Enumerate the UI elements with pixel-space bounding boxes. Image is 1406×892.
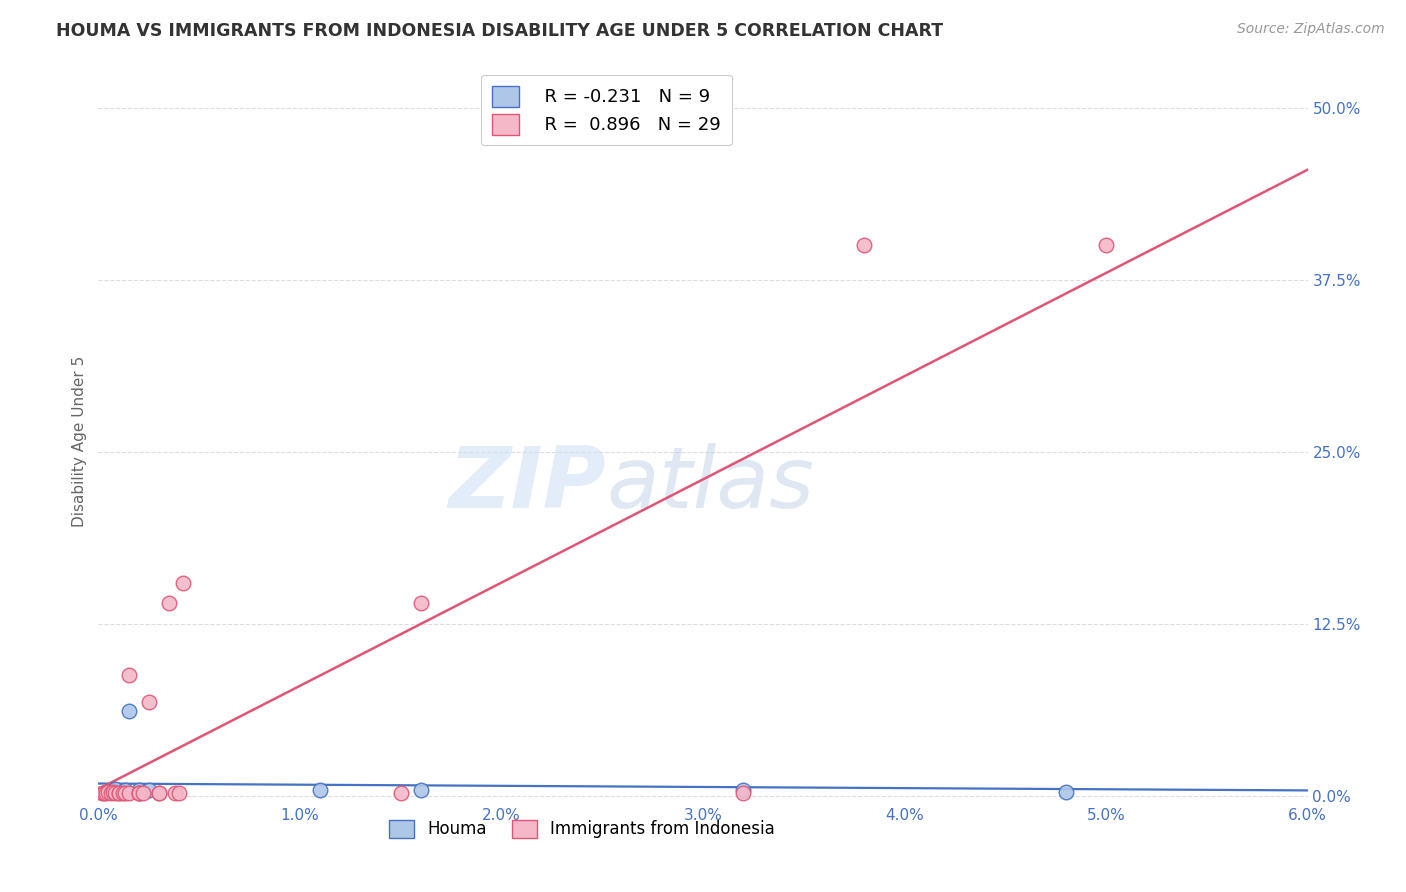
- Point: [111, 786, 134, 800]
- Point: [107, 786, 129, 800]
- Point: [1054, 785, 1077, 799]
- Point: [157, 596, 180, 610]
- Point: [733, 783, 755, 797]
- Point: [103, 786, 125, 800]
- Point: [138, 783, 160, 797]
- Point: [100, 786, 122, 800]
- Point: [138, 695, 160, 709]
- Point: [91, 786, 114, 800]
- Point: [148, 786, 170, 800]
- Text: HOUMA VS IMMIGRANTS FROM INDONESIA DISABILITY AGE UNDER 5 CORRELATION CHART: HOUMA VS IMMIGRANTS FROM INDONESIA DISAB…: [56, 22, 943, 40]
- Point: [114, 786, 136, 800]
- Point: [409, 596, 432, 610]
- Point: [118, 786, 141, 800]
- Point: [93, 786, 115, 800]
- Point: [167, 786, 190, 800]
- Point: [101, 785, 124, 799]
- Point: [97, 785, 120, 799]
- Point: [148, 786, 170, 800]
- Point: [409, 783, 432, 797]
- Point: [128, 786, 150, 800]
- Y-axis label: Disability Age Under 5: Disability Age Under 5: [72, 356, 87, 527]
- Point: [163, 786, 186, 800]
- Text: Source: ZipAtlas.com: Source: ZipAtlas.com: [1237, 22, 1385, 37]
- Point: [118, 704, 141, 718]
- Text: atlas: atlas: [606, 443, 814, 526]
- Point: [132, 786, 155, 800]
- Point: [389, 786, 412, 800]
- Point: [853, 238, 876, 252]
- Legend: Houma, Immigrants from Indonesia: Houma, Immigrants from Indonesia: [382, 813, 782, 845]
- Point: [128, 783, 150, 797]
- Text: ZIP: ZIP: [449, 443, 606, 526]
- Point: [118, 668, 141, 682]
- Point: [128, 786, 150, 800]
- Point: [96, 786, 118, 800]
- Point: [128, 786, 150, 800]
- Point: [172, 575, 194, 590]
- Point: [1095, 238, 1118, 252]
- Point: [107, 786, 129, 800]
- Point: [103, 782, 125, 797]
- Point: [114, 783, 136, 797]
- Point: [309, 783, 332, 797]
- Point: [733, 786, 755, 800]
